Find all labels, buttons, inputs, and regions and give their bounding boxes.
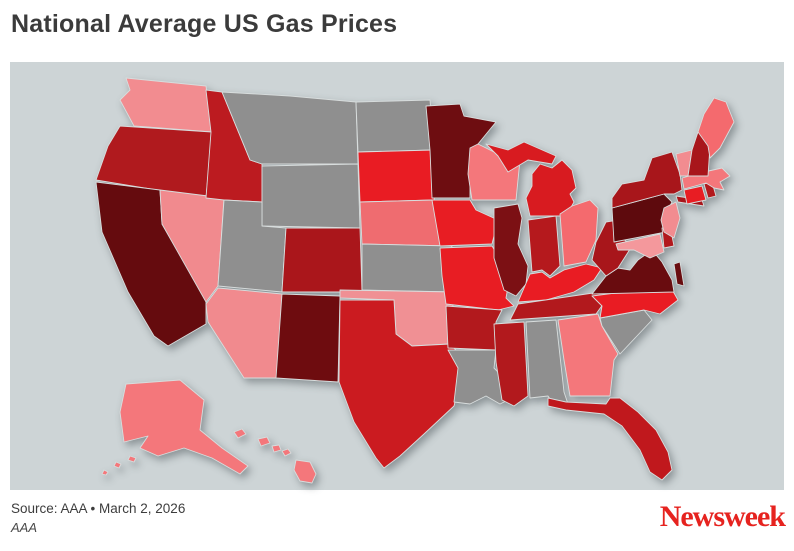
state-mi[interactable]: Michigan: [485, 141, 577, 217]
state-wa[interactable]: Washington: [119, 77, 213, 133]
state-hi[interactable]: Hawaii: [233, 428, 317, 484]
state-co[interactable]: Colorado: [281, 227, 363, 293]
newsweek-logo: Newsweek: [659, 500, 786, 533]
state-nd[interactable]: North Dakota: [355, 99, 435, 153]
state-ar[interactable]: Arkansas: [445, 305, 503, 351]
state-ms[interactable]: Mississippi: [493, 321, 529, 407]
state-la[interactable]: Louisiana: [447, 349, 513, 405]
state-oh[interactable]: Ohio: [559, 199, 599, 267]
state-tx[interactable]: Texas: [338, 299, 461, 469]
state-ga[interactable]: Georgia: [557, 313, 619, 397]
state-fl[interactable]: Florida: [547, 397, 673, 481]
state-in[interactable]: Indiana: [527, 215, 561, 277]
state-il[interactable]: Illinois: [493, 203, 529, 297]
state-md[interactable]: Maryland: [615, 233, 665, 259]
state-wy[interactable]: Wyoming: [261, 163, 361, 229]
state-sd[interactable]: South Dakota: [357, 149, 441, 203]
state-nj[interactable]: New Jersey: [660, 201, 681, 239]
chart-title: National Average US Gas Prices: [11, 10, 398, 38]
state-az[interactable]: Arizona: [205, 287, 283, 379]
map-panel: WashingtonOregonCaliforniaNevadaIdahoMon…: [10, 62, 784, 490]
state-ky[interactable]: Kentucky: [517, 263, 603, 303]
state-ct[interactable]: Connecticut: [683, 185, 707, 205]
us-choropleth-map: WashingtonOregonCaliforniaNevadaIdahoMon…: [95, 77, 735, 484]
state-me[interactable]: Maine: [697, 97, 735, 159]
state-ma[interactable]: Massachusetts: [681, 167, 731, 191]
state-ak[interactable]: Alaska: [101, 379, 249, 476]
state-ia[interactable]: Iowa: [431, 199, 499, 247]
state-nh[interactable]: New Hampshire: [687, 131, 711, 177]
state-nm[interactable]: New Mexico: [275, 293, 341, 383]
credit-line: AAA: [11, 520, 38, 535]
source-line: Source: AAA • March 2, 2026: [11, 501, 186, 516]
